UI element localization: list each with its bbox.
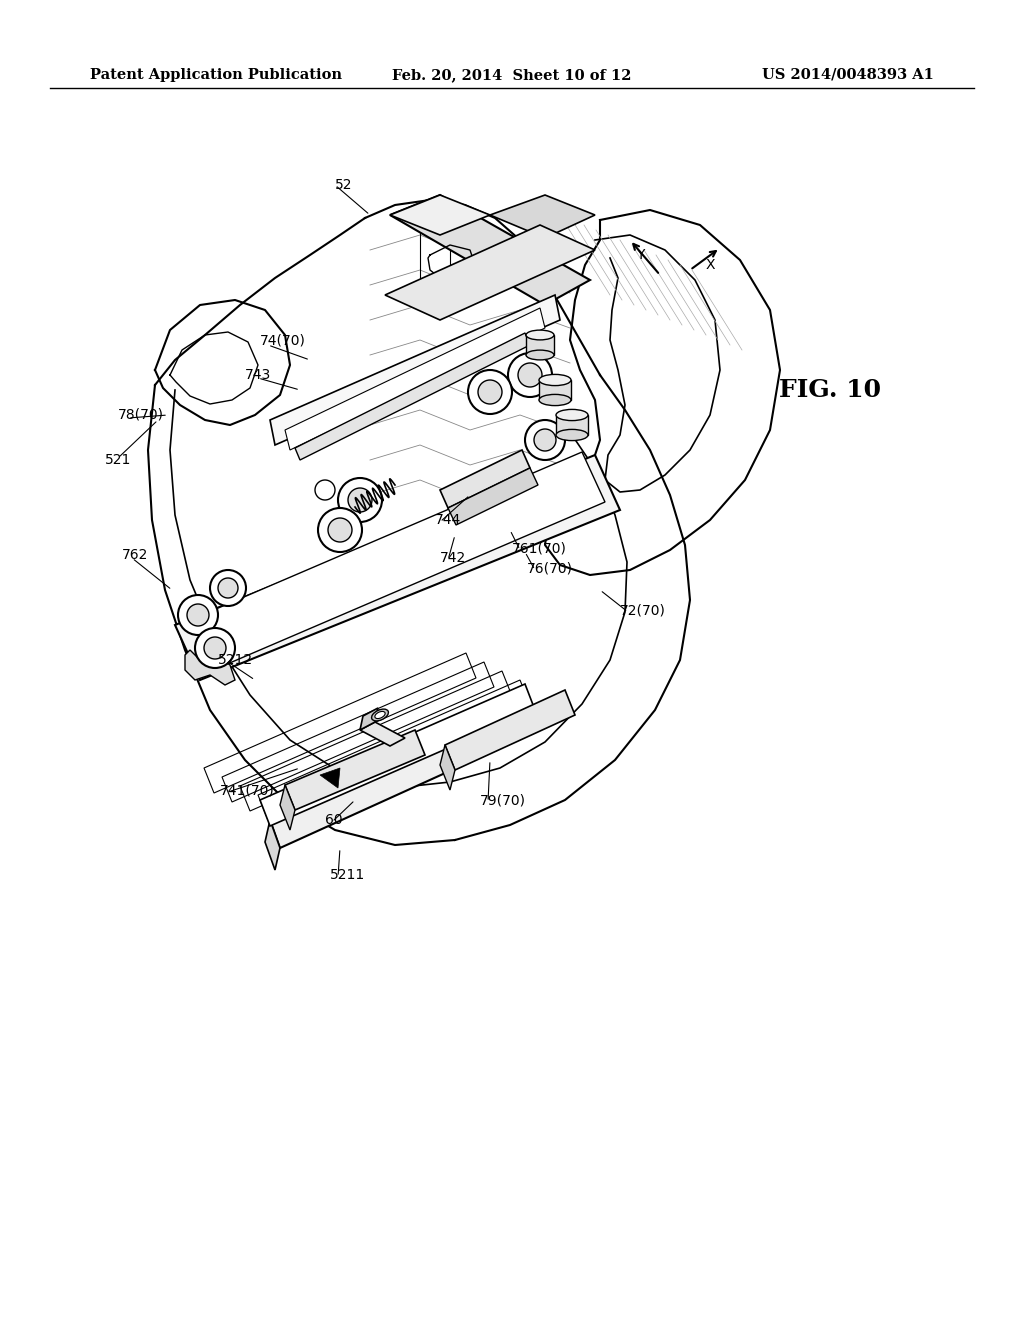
Ellipse shape	[372, 709, 388, 721]
Polygon shape	[270, 294, 560, 445]
Polygon shape	[270, 702, 540, 847]
Polygon shape	[175, 455, 620, 680]
Text: Feb. 20, 2014  Sheet 10 of 12: Feb. 20, 2014 Sheet 10 of 12	[392, 69, 632, 82]
Text: 5212: 5212	[218, 653, 253, 667]
Circle shape	[218, 578, 238, 598]
Circle shape	[468, 370, 512, 414]
Polygon shape	[285, 308, 545, 450]
Circle shape	[178, 595, 218, 635]
Circle shape	[318, 508, 362, 552]
Polygon shape	[185, 649, 234, 685]
Polygon shape	[490, 195, 595, 238]
Text: 761(70): 761(70)	[512, 541, 567, 554]
Polygon shape	[319, 768, 340, 788]
Text: 5211: 5211	[330, 869, 366, 882]
Text: X: X	[706, 257, 715, 272]
Polygon shape	[449, 469, 538, 525]
Text: 741(70): 741(70)	[220, 783, 274, 797]
Circle shape	[338, 478, 382, 521]
Ellipse shape	[556, 409, 588, 421]
Text: 72(70): 72(70)	[620, 603, 666, 616]
Circle shape	[204, 638, 226, 659]
Polygon shape	[440, 744, 455, 789]
Text: US 2014/0048393 A1: US 2014/0048393 A1	[762, 69, 934, 82]
Polygon shape	[295, 333, 530, 459]
Polygon shape	[390, 195, 590, 305]
Text: 79(70): 79(70)	[480, 793, 526, 807]
Polygon shape	[385, 224, 595, 319]
Circle shape	[210, 570, 246, 606]
Text: 521: 521	[105, 453, 131, 467]
Ellipse shape	[556, 429, 588, 441]
Polygon shape	[440, 450, 530, 508]
Ellipse shape	[539, 375, 571, 385]
Text: 743: 743	[245, 368, 271, 381]
Text: 742: 742	[440, 550, 466, 565]
Text: FIG. 10: FIG. 10	[779, 378, 881, 403]
Text: Patent Application Publication: Patent Application Publication	[90, 69, 342, 82]
Polygon shape	[556, 414, 588, 436]
Polygon shape	[360, 708, 378, 730]
Text: 744: 744	[435, 513, 461, 527]
Circle shape	[518, 363, 542, 387]
Polygon shape	[390, 195, 490, 235]
Text: 76(70): 76(70)	[527, 561, 573, 576]
Circle shape	[534, 429, 556, 451]
Ellipse shape	[375, 711, 385, 718]
Circle shape	[478, 380, 502, 404]
Polygon shape	[260, 684, 535, 826]
Circle shape	[525, 420, 565, 459]
Circle shape	[315, 480, 335, 500]
Text: 52: 52	[335, 178, 352, 191]
Polygon shape	[265, 820, 280, 870]
Ellipse shape	[526, 350, 554, 360]
Circle shape	[508, 352, 552, 397]
Circle shape	[187, 605, 209, 626]
Ellipse shape	[539, 395, 571, 405]
Text: 78(70): 78(70)	[118, 408, 164, 422]
Text: 60: 60	[325, 813, 343, 828]
Polygon shape	[195, 451, 605, 668]
Circle shape	[328, 517, 352, 543]
Polygon shape	[280, 785, 295, 830]
Text: 74(70): 74(70)	[260, 333, 306, 347]
Polygon shape	[445, 690, 575, 770]
Text: 762: 762	[122, 548, 148, 562]
Polygon shape	[539, 380, 571, 400]
Polygon shape	[526, 335, 554, 355]
Circle shape	[348, 488, 372, 512]
Ellipse shape	[526, 330, 554, 341]
Text: Y: Y	[636, 248, 644, 261]
Polygon shape	[285, 730, 425, 810]
Polygon shape	[360, 722, 406, 746]
Circle shape	[195, 628, 234, 668]
